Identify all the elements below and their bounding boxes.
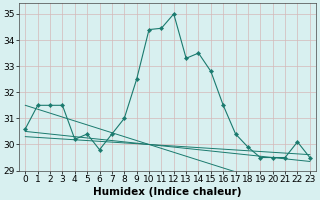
X-axis label: Humidex (Indice chaleur): Humidex (Indice chaleur) [93, 187, 242, 197]
